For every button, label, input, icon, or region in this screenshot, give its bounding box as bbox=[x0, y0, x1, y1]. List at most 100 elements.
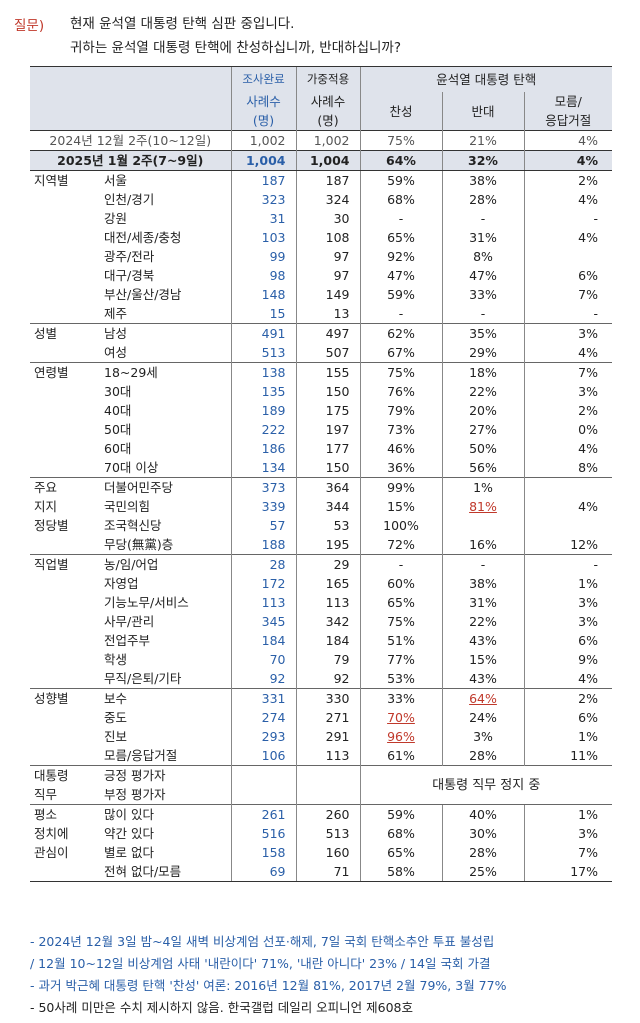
cell-weighted: 79 bbox=[295, 650, 360, 669]
main-label: 2025년 1월 2주(7~9일) bbox=[30, 150, 231, 171]
row-label: 40대 bbox=[104, 403, 132, 418]
cell-cases: 113 bbox=[230, 593, 296, 612]
table-row: 무당(無黨)층 188 195 72% 16% 12% bbox=[30, 535, 612, 555]
row-label: 중도 bbox=[104, 710, 128, 725]
cell-unsure: 3% bbox=[523, 593, 612, 612]
group-label bbox=[30, 669, 96, 689]
table-row: 전혀 없다/모름 69 71 58% 25% 17% bbox=[30, 862, 612, 882]
cell-cases: 513 bbox=[230, 343, 296, 363]
cell-favor: 61% bbox=[359, 746, 442, 766]
cell-weighted: 150 bbox=[295, 382, 360, 401]
cell-oppose: 20% bbox=[441, 401, 524, 420]
group-label bbox=[30, 746, 96, 766]
row-label: 부정 평가자 bbox=[104, 787, 166, 802]
cell-cases bbox=[230, 765, 296, 785]
row-label: 50대 bbox=[104, 422, 132, 437]
table-row: 진보 293 291 96% 3% 1% bbox=[30, 727, 612, 746]
cell-oppose: 16% bbox=[441, 535, 524, 555]
suspend-note: 대통령 직무 정지 중 bbox=[359, 765, 612, 805]
cell-cases: 345 bbox=[230, 612, 296, 631]
cell-weighted: 184 bbox=[295, 631, 360, 650]
table-row: 중도 274 271 70% 24% 6% bbox=[30, 708, 612, 727]
table-row: 70대 이상 134 150 36% 56% 8% bbox=[30, 458, 612, 478]
cell-cases: 274 bbox=[230, 708, 296, 727]
cell-favor: - bbox=[359, 554, 442, 574]
group-label bbox=[30, 535, 96, 555]
cell-unsure: 1% bbox=[523, 574, 612, 593]
cell-oppose: 25% bbox=[441, 862, 524, 882]
table-row: 대구/경북 98 97 47% 47% 6% bbox=[30, 266, 612, 285]
group-label: 주요 bbox=[30, 477, 96, 497]
row-label: 진보 bbox=[104, 729, 128, 744]
table-row: 학생 70 79 77% 15% 9% bbox=[30, 650, 612, 669]
cell-oppose: 18% bbox=[441, 362, 524, 382]
cell-weighted: 195 bbox=[295, 535, 360, 555]
cell-weighted: 507 bbox=[295, 343, 360, 363]
cell-oppose: 43% bbox=[441, 669, 524, 689]
row-label: 여성 bbox=[104, 345, 128, 360]
cell-unsure: 9% bbox=[523, 650, 612, 669]
cell-unsure: - bbox=[523, 554, 612, 574]
cell-favor: 59% bbox=[359, 170, 442, 190]
cell-weighted: 271 bbox=[295, 708, 360, 727]
header-unsure: 모름/ bbox=[523, 92, 612, 111]
cell-favor: 67% bbox=[359, 343, 442, 363]
cell-weighted: 342 bbox=[295, 612, 360, 631]
note-2: / 12월 10~12일 비상계엄 사태 '내란이다' 71%, '내란 아니다… bbox=[30, 956, 491, 971]
prev-label: 2024년 12월 2주(10~12일) bbox=[30, 130, 231, 151]
cell-favor: 77% bbox=[359, 650, 442, 669]
cell-cases: 323 bbox=[230, 190, 296, 209]
cell-cases: 188 bbox=[230, 535, 296, 555]
cell-weighted: 291 bbox=[295, 727, 360, 746]
main-row: 2025년 1월 2주(7~9일) 1,004 1,004 64% 32% 4% bbox=[30, 150, 612, 171]
group-label bbox=[30, 574, 96, 593]
header-unit-1: (명) bbox=[230, 111, 296, 131]
cell-cases: 69 bbox=[230, 862, 296, 882]
cell-oppose: 31% bbox=[441, 228, 524, 247]
group-label: 직업별 bbox=[30, 554, 96, 574]
prev-w: 1,002 bbox=[295, 130, 360, 151]
cell-oppose: 24% bbox=[441, 708, 524, 727]
cell-weighted: 113 bbox=[295, 746, 360, 766]
cell-weighted: 260 bbox=[295, 804, 360, 824]
cell-cases: 134 bbox=[230, 458, 296, 478]
cell-favor: 33% bbox=[359, 688, 442, 708]
cell-cases: 293 bbox=[230, 727, 296, 746]
cell-unsure bbox=[523, 516, 612, 535]
cell-weighted: 497 bbox=[295, 323, 360, 343]
row-label: 무직/은퇴/기타 bbox=[104, 671, 182, 686]
cell-favor: 36% bbox=[359, 458, 442, 478]
row-label: 무당(無黨)층 bbox=[104, 537, 174, 552]
cell-weighted: 344 bbox=[295, 497, 360, 516]
cell-unsure: 2% bbox=[523, 401, 612, 420]
cell-oppose: 38% bbox=[441, 574, 524, 593]
cell-favor: 58% bbox=[359, 862, 442, 882]
cell-unsure: 2% bbox=[523, 170, 612, 190]
table-row: 강원 31 30- - - bbox=[30, 209, 612, 228]
cell-favor: 47% bbox=[359, 266, 442, 285]
cell-unsure: 4% bbox=[523, 190, 612, 209]
cell-favor: 65% bbox=[359, 843, 442, 862]
group-label bbox=[30, 343, 96, 363]
table-row: 대통령 긍정 평가자 대통령 직무 정지 중 bbox=[30, 765, 612, 805]
cell-cases: 28 bbox=[230, 554, 296, 574]
header-unsure-2: 응답거절 bbox=[523, 111, 612, 131]
table-row: 무직/은퇴/기타 92 92 53% 43% 4% bbox=[30, 669, 612, 689]
question-line-2: 귀하는 윤석열 대통령 탄핵에 찬성하십니까, 반대하십니까? bbox=[70, 40, 401, 56]
group-label bbox=[30, 708, 96, 727]
cell-unsure: 8% bbox=[523, 458, 612, 478]
row-label: 보수 bbox=[96, 688, 231, 708]
cell-favor: 46% bbox=[359, 439, 442, 458]
cell-weighted: 187 bbox=[295, 170, 360, 190]
row-label: 모름/응답거절 bbox=[104, 748, 178, 763]
table-row: 부산/울산/경남 148 149 59% 33% 7% bbox=[30, 285, 612, 304]
cell-cases: 186 bbox=[230, 439, 296, 458]
header-favor: 찬성 bbox=[359, 92, 442, 131]
cell-unsure: 4% bbox=[523, 343, 612, 363]
cell-unsure: 1% bbox=[523, 727, 612, 746]
row-label: 30대 bbox=[104, 384, 132, 399]
cell-favor: 72% bbox=[359, 535, 442, 555]
cell-weighted: 97 bbox=[295, 266, 360, 285]
header-corner bbox=[30, 66, 231, 131]
cell-oppose: 22% bbox=[441, 382, 524, 401]
